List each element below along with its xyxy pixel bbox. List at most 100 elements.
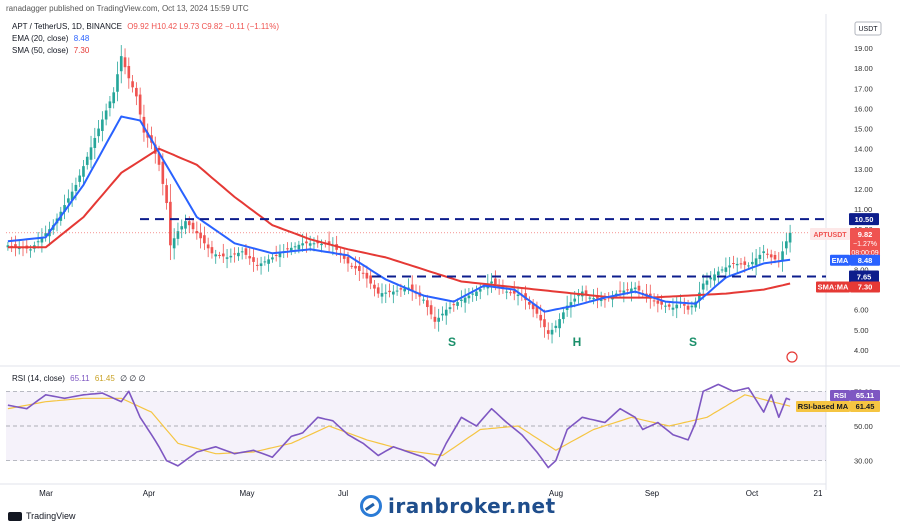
candle-body: [705, 280, 709, 285]
candle-body: [671, 307, 675, 310]
candle-body: [773, 254, 777, 260]
apt-symbol-badge-bg: [810, 228, 850, 240]
tradingview-footer[interactable]: TradingView: [8, 511, 76, 521]
candle-body: [165, 185, 168, 204]
alert-clock-icon: [786, 351, 798, 363]
candle-body: [116, 74, 119, 92]
candle-body: [505, 291, 509, 293]
candle-body: [603, 299, 607, 301]
tradingview-logo-icon: [8, 511, 22, 521]
candle-body: [380, 293, 384, 297]
rsi-ma-price-badge: 61.45: [856, 402, 875, 411]
sma-tag-badge: SMA:MA: [818, 283, 849, 292]
symbol-title: APT / TetherUS, 1D, BINANCE: [12, 22, 122, 31]
candle-body: [475, 291, 478, 297]
candle-body: [698, 292, 701, 302]
candle-body: [271, 257, 274, 260]
candle-body: [221, 253, 225, 257]
candle-body: [562, 312, 565, 320]
candle-body: [596, 296, 599, 299]
price-tick-label: 18.00: [854, 64, 873, 73]
price-tick-label: 8.00: [854, 265, 869, 274]
candle-body: [161, 161, 165, 184]
candle-body: [528, 301, 531, 305]
candle-body: [297, 244, 301, 250]
ema-price-badge: 8.48: [858, 256, 873, 265]
candle-body: [724, 267, 728, 272]
candle-body: [108, 101, 112, 109]
candle-body: [512, 290, 516, 294]
price-tick-label: 5.00: [854, 326, 869, 335]
sma-legend-value: 7.30: [73, 46, 90, 55]
time-axis-label: Jul: [338, 489, 348, 498]
currency-label: USDT: [858, 26, 878, 33]
candle-body: [573, 298, 577, 302]
candle-body: [618, 290, 622, 292]
candle-body: [142, 116, 146, 133]
price-tick-label: 14.00: [854, 145, 873, 154]
time-axis-label: Aug: [549, 489, 563, 498]
candle-body: [286, 248, 289, 250]
candle-body: [728, 265, 731, 268]
price-tick-label: 6.00: [854, 306, 869, 315]
candle-body: [354, 265, 357, 269]
candle-body: [267, 259, 270, 264]
candle-body: [44, 233, 48, 237]
sma-price-badge-bg: [850, 281, 880, 293]
candle-body: [301, 243, 304, 246]
candle-body: [509, 292, 512, 294]
candle-body: [482, 286, 486, 288]
apt-price-value: 9.82: [858, 230, 873, 239]
candle-body: [452, 304, 456, 306]
candle-body: [743, 261, 747, 265]
ema-tag-badge-bg: [830, 254, 850, 266]
ema20-line: [7, 115, 791, 313]
candle-body: [762, 251, 765, 254]
rsi-ma-price-badge-bg: [850, 401, 880, 412]
candle-body: [614, 293, 618, 296]
candle-body: [342, 254, 346, 259]
candle-body: [225, 257, 229, 259]
symbol-legend: APT / TetherUS, 1D, BINANCE O9.92 H10.42…: [12, 21, 279, 32]
candle-body: [543, 319, 546, 328]
candle-body: [785, 241, 788, 249]
rsi-legend-value: 65.11: [70, 374, 90, 383]
rsi-tag-badge-bg: [830, 390, 850, 401]
candle-body: [101, 119, 104, 131]
apt-price-badge-bg: [850, 228, 880, 258]
candle-body: [263, 261, 267, 263]
candle-body: [191, 222, 195, 230]
price-tick-label: 19.00: [854, 44, 873, 53]
candle-body: [403, 288, 406, 292]
price-tick-label: 13.00: [854, 165, 873, 174]
candle-body: [67, 198, 70, 203]
candle-body: [735, 263, 739, 266]
rsi-tick-label: 30.00: [854, 457, 873, 466]
candle-body: [153, 144, 157, 154]
candle-body: [637, 285, 641, 291]
candle-body: [682, 304, 686, 306]
candle-body: [373, 284, 376, 289]
time-axis-label: Sep: [645, 489, 660, 498]
candle-body: [233, 253, 236, 255]
candle-body: [437, 317, 441, 322]
candle-body: [633, 287, 637, 290]
candle-body: [70, 191, 74, 201]
candle-body: [675, 304, 679, 309]
candle-body: [656, 300, 660, 304]
candle-body: [426, 300, 429, 308]
candle-body: [214, 254, 218, 257]
candle-body: [588, 297, 592, 299]
pattern-label: H: [573, 335, 582, 349]
candle-body: [119, 56, 123, 72]
candle-body: [346, 257, 350, 264]
candle-body: [240, 251, 244, 253]
candle-body: [747, 265, 750, 267]
watermark-text: iranbroker.net: [388, 494, 556, 518]
rsi-legend: RSI (14, close) 65.11 61.45 ∅ ∅ ∅: [12, 374, 145, 383]
price-tick-label: 12.00: [854, 185, 873, 194]
sma-legend: SMA (50, close) 7.30: [12, 45, 89, 56]
candle-body: [766, 253, 769, 255]
candle-body: [293, 246, 297, 248]
